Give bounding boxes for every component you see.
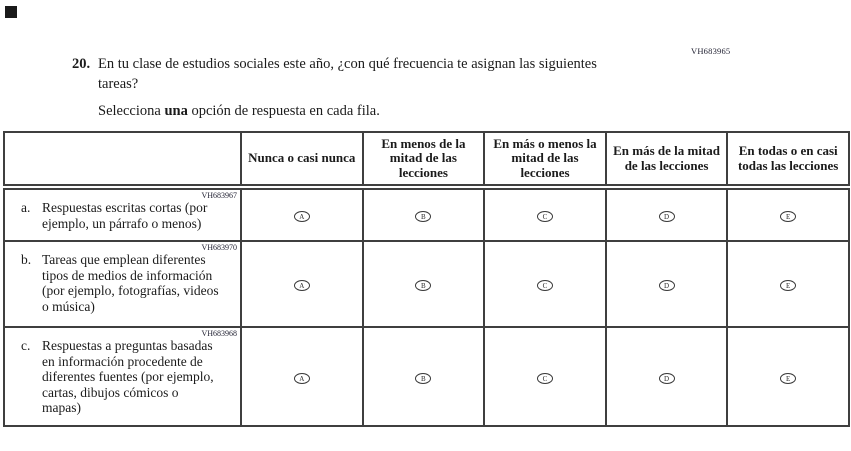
row-a-label-cell: VH683967 a. Respuestas escritas cortas (… [3, 186, 242, 242]
option-bubble-b-A[interactable]: A [293, 280, 310, 291]
row-a-option-cell-1: A [240, 186, 364, 242]
option-bubble-c-A[interactable]: A [293, 372, 310, 384]
option-bubble-b-B[interactable]: B [415, 280, 432, 291]
question-body: En tu clase de estudios sociales este añ… [98, 54, 732, 121]
instruction-pre: Selecciona [98, 103, 165, 119]
row-b-label-line1: Tareas que emplean diferentes [42, 252, 206, 267]
row-a-option-cell-3: C [483, 186, 607, 242]
table-row-c: VH683968 c. Respuestas a preguntas basad… [3, 326, 850, 427]
row-b-label-line2: tipos de medios de información [42, 267, 213, 283]
row-c-option-cell-1: A [240, 326, 364, 427]
row-c-label-cell: VH683968 c. Respuestas a preguntas basad… [3, 326, 242, 427]
option-bubble-a-D[interactable]: D [658, 211, 675, 222]
option-bubble-b-D[interactable]: D [658, 280, 675, 291]
header-todas: En todas o en casi todas las lecciones [726, 131, 850, 190]
header-nunca: Nunca o casi nunca [240, 131, 364, 190]
row-a-option-cell-4: D [604, 186, 729, 242]
table-row-a: VH683967 a. Respuestas escritas cortas (… [3, 186, 850, 242]
option-bubble-c-E[interactable]: E [780, 372, 797, 384]
row-a-code: VH683967 [201, 191, 237, 200]
question-text-line2: tareas? [98, 76, 139, 92]
row-b-option-cell-1: A [240, 240, 364, 328]
option-bubble-a-C[interactable]: C [536, 211, 553, 222]
option-bubble-c-D[interactable]: D [658, 372, 675, 384]
option-bubble-c-B[interactable]: B [415, 372, 432, 384]
question-number: 20. [72, 56, 91, 72]
row-b-option-cell-2: B [361, 240, 486, 328]
instruction-bold-word: una [164, 103, 188, 119]
row-a-label-line2: ejemplo, un párrafo o menos) [42, 215, 202, 231]
row-c-marker: c. [21, 338, 31, 353]
header-menos-mitad: En menos de la mitad de las lecciones [361, 131, 486, 190]
option-bubble-a-E[interactable]: E [780, 211, 797, 222]
row-a-label-line1: Respuestas escritas cortas (por [42, 200, 208, 215]
row-b-option-cell-3: C [483, 240, 607, 328]
header-mas-mitad: En más de la mitad de las lecciones [604, 131, 729, 190]
response-matrix-table: Nunca o casi nunca En menos de la mitad … [3, 131, 850, 427]
row-b-marker: b. [21, 252, 32, 267]
row-a-option-cell-2: B [361, 186, 486, 242]
table-row-b: VH683970 b. Tareas que emplean diferente… [3, 240, 850, 328]
header-row: Nunca o casi nunca En menos de la mitad … [3, 131, 850, 190]
row-b-label-cell: VH683970 b. Tareas que emplean diferente… [3, 240, 242, 328]
question-block: 20. En tu clase de estudios sociales est… [72, 54, 732, 121]
row-a-marker: a. [21, 200, 31, 215]
row-c-option-cell-5: E [726, 326, 850, 427]
option-bubble-a-A[interactable]: A [293, 211, 310, 222]
row-b-label-line3: (por ejemplo, fotografías, videos [42, 283, 219, 298]
row-c-option-cell-2: B [361, 326, 486, 427]
item-code: VH683965 [691, 46, 731, 56]
row-c-label-line3: diferentes fuentes (por ejemplo, [42, 369, 214, 384]
row-a-option-cell-5: E [726, 186, 850, 242]
question-instruction: Selecciona una opción de respuesta en ca… [98, 101, 732, 121]
row-b-option-cell-5: E [726, 240, 850, 328]
row-c-option-cell-3: C [483, 326, 607, 427]
instruction-post: opción de respuesta en cada fila. [187, 103, 380, 119]
option-bubble-a-B[interactable]: B [415, 211, 432, 222]
option-bubble-b-C[interactable]: C [536, 280, 553, 291]
question-text-line1: En tu clase de estudios sociales este añ… [98, 56, 597, 72]
row-c-label-line1: Respuestas a preguntas basadas [42, 338, 213, 353]
option-bubble-c-C[interactable]: C [536, 372, 553, 384]
row-b-label-line4: o música) [42, 298, 95, 314]
option-bubble-b-E[interactable]: E [780, 280, 797, 291]
row-b-option-cell-4: D [604, 240, 729, 328]
row-b-code: VH683970 [201, 243, 237, 252]
header-empty [3, 131, 242, 190]
row-c-code: VH683968 [201, 329, 237, 338]
row-c-label-line5: mapas) [42, 400, 81, 415]
row-c-label-line4: cartas, dibujos cómicos o [42, 384, 179, 400]
header-mas-o-menos-mitad: En más o menos la mitad de las lecciones [483, 131, 607, 190]
corner-registration-mark [5, 6, 17, 18]
row-c-option-cell-4: D [604, 326, 729, 427]
row-c-label-line2: en información procedente de [42, 353, 203, 369]
